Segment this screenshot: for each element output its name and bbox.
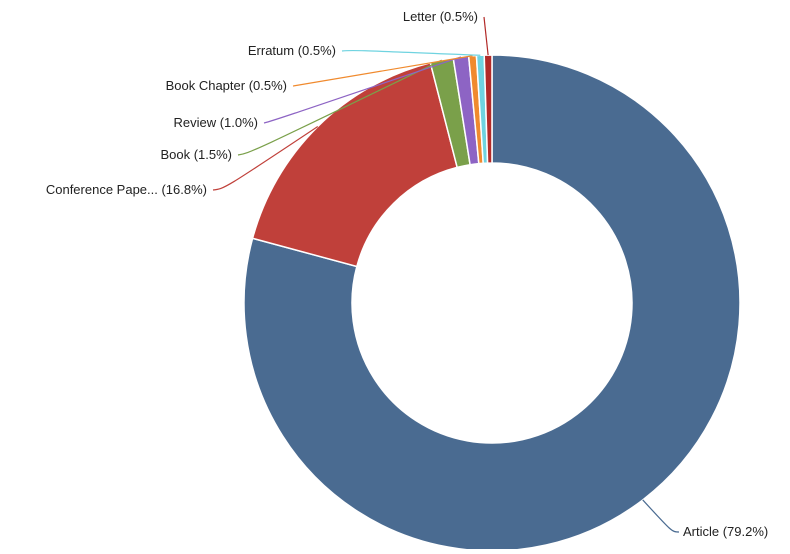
leader-line-book bbox=[237, 59, 442, 156]
leader-line-book-chapter bbox=[292, 55, 473, 87]
slice-label-review: Review (1.0%) bbox=[173, 115, 258, 130]
slice-letter[interactable] bbox=[483, 54, 493, 164]
leader-line-erratum bbox=[341, 49, 481, 56]
slice-article[interactable] bbox=[243, 54, 741, 552]
slices-layer bbox=[243, 54, 741, 552]
slice-labels-layer: Article (79.2%) Conference Pape... (16.8%… bbox=[46, 9, 768, 539]
slice-label-book: Book (1.5%) bbox=[160, 147, 232, 162]
leader-line-letter bbox=[483, 16, 489, 56]
slice-label-conference-pape: Conference Pape... (16.8%) bbox=[46, 182, 207, 197]
leader-line-article bbox=[642, 499, 680, 533]
slice-conference-pape[interactable] bbox=[251, 61, 459, 268]
leader-lines-layer bbox=[212, 16, 680, 533]
leader-line-review bbox=[263, 56, 462, 124]
slice-label-erratum: Erratum (0.5%) bbox=[248, 43, 336, 58]
slice-label-letter: Letter (0.5%) bbox=[403, 9, 478, 24]
slice-label-book-chapter: Book Chapter (0.5%) bbox=[166, 78, 287, 93]
leader-line-conference-pape bbox=[212, 126, 319, 191]
slice-label-article: Article (79.2%) bbox=[683, 524, 768, 539]
